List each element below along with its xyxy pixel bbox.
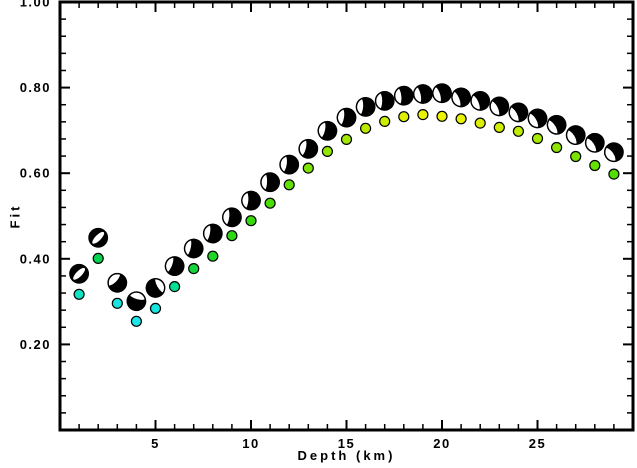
- dot-marker: [169, 281, 181, 293]
- x-tick-label: 15: [338, 436, 355, 451]
- dot-marker: [493, 121, 505, 134]
- y-tick-label: 1.00: [20, 0, 51, 10]
- beachball-marker: [221, 207, 242, 228]
- beachball-marker: [69, 263, 89, 284]
- dot-marker: [340, 133, 353, 145]
- dot-marker: [283, 179, 295, 191]
- dot-marker: [264, 197, 276, 209]
- beachball-marker: [470, 91, 491, 112]
- beachball-marker: [88, 227, 109, 248]
- x-axis-title: Depth (km): [297, 448, 396, 463]
- beachball-series: [69, 83, 624, 312]
- beachball-marker: [260, 172, 281, 193]
- beachball-marker: [583, 132, 605, 154]
- dot-marker: [398, 111, 410, 123]
- dot-marker: [321, 145, 333, 157]
- y-tick-label: 0.20: [20, 337, 51, 352]
- y-axis-title: Fit: [7, 203, 23, 229]
- dot-marker: [589, 159, 601, 172]
- beachball-marker: [241, 190, 261, 211]
- x-tick-label: 10: [242, 436, 259, 451]
- beachball-marker: [393, 85, 414, 106]
- dot-series: [73, 108, 620, 327]
- beachball-marker: [602, 142, 624, 164]
- beachball-marker: [374, 91, 395, 111]
- dot-marker: [608, 168, 620, 180]
- dot-marker: [92, 252, 104, 264]
- beachball-marker: [412, 84, 433, 104]
- beachball-marker: [145, 277, 166, 298]
- beachball-marker: [526, 108, 548, 130]
- dot-marker: [149, 302, 162, 314]
- dot-marker: [130, 315, 142, 327]
- dot-marker: [302, 162, 314, 174]
- y-tick-label: 0.60: [20, 166, 51, 181]
- beachball-marker: [298, 138, 319, 159]
- beachball-marker: [317, 120, 338, 141]
- beachball-marker: [545, 114, 567, 136]
- beachball-marker: [164, 255, 185, 277]
- tick-labels: 5 10 15 20 25 0.20 0.40 0.60 0.80 1.00: [20, 0, 546, 451]
- plot-frame: [58, 0, 635, 432]
- beachball-marker: [432, 83, 452, 104]
- dot-marker: [474, 117, 486, 129]
- dot-marker: [245, 215, 257, 227]
- dot-marker: [417, 108, 429, 121]
- x-tick-label: 25: [529, 436, 546, 451]
- beachball-marker: [507, 102, 529, 124]
- dot-marker: [512, 125, 525, 137]
- beachball-marker: [450, 87, 472, 108]
- beachball-marker: [355, 97, 376, 117]
- beachball-marker: [279, 154, 300, 175]
- dot-marker: [111, 297, 123, 309]
- dot-marker: [550, 141, 563, 154]
- beachball-marker: [202, 223, 223, 244]
- dot-marker: [360, 122, 372, 134]
- axis-ticks: [61, 0, 632, 429]
- dot-marker: [455, 113, 467, 125]
- beachball-marker: [106, 271, 128, 293]
- x-tick-label: 5: [151, 436, 160, 451]
- beachball-marker: [126, 291, 147, 312]
- dot-marker: [531, 132, 544, 145]
- dot-marker: [73, 288, 85, 300]
- dot-marker: [207, 250, 219, 262]
- dot-marker: [436, 110, 448, 122]
- dot-marker: [570, 150, 582, 163]
- y-tick-label: 0.80: [20, 80, 51, 95]
- beachball-marker: [488, 96, 510, 117]
- dot-marker: [188, 263, 200, 275]
- dot-marker: [226, 230, 238, 242]
- dot-marker: [379, 115, 391, 128]
- beachball-marker: [564, 125, 586, 146]
- beachball-marker: [336, 107, 357, 128]
- y-tick-label: 0.40: [20, 251, 51, 266]
- x-tick-label: 20: [433, 436, 450, 451]
- beachball-marker: [183, 238, 204, 259]
